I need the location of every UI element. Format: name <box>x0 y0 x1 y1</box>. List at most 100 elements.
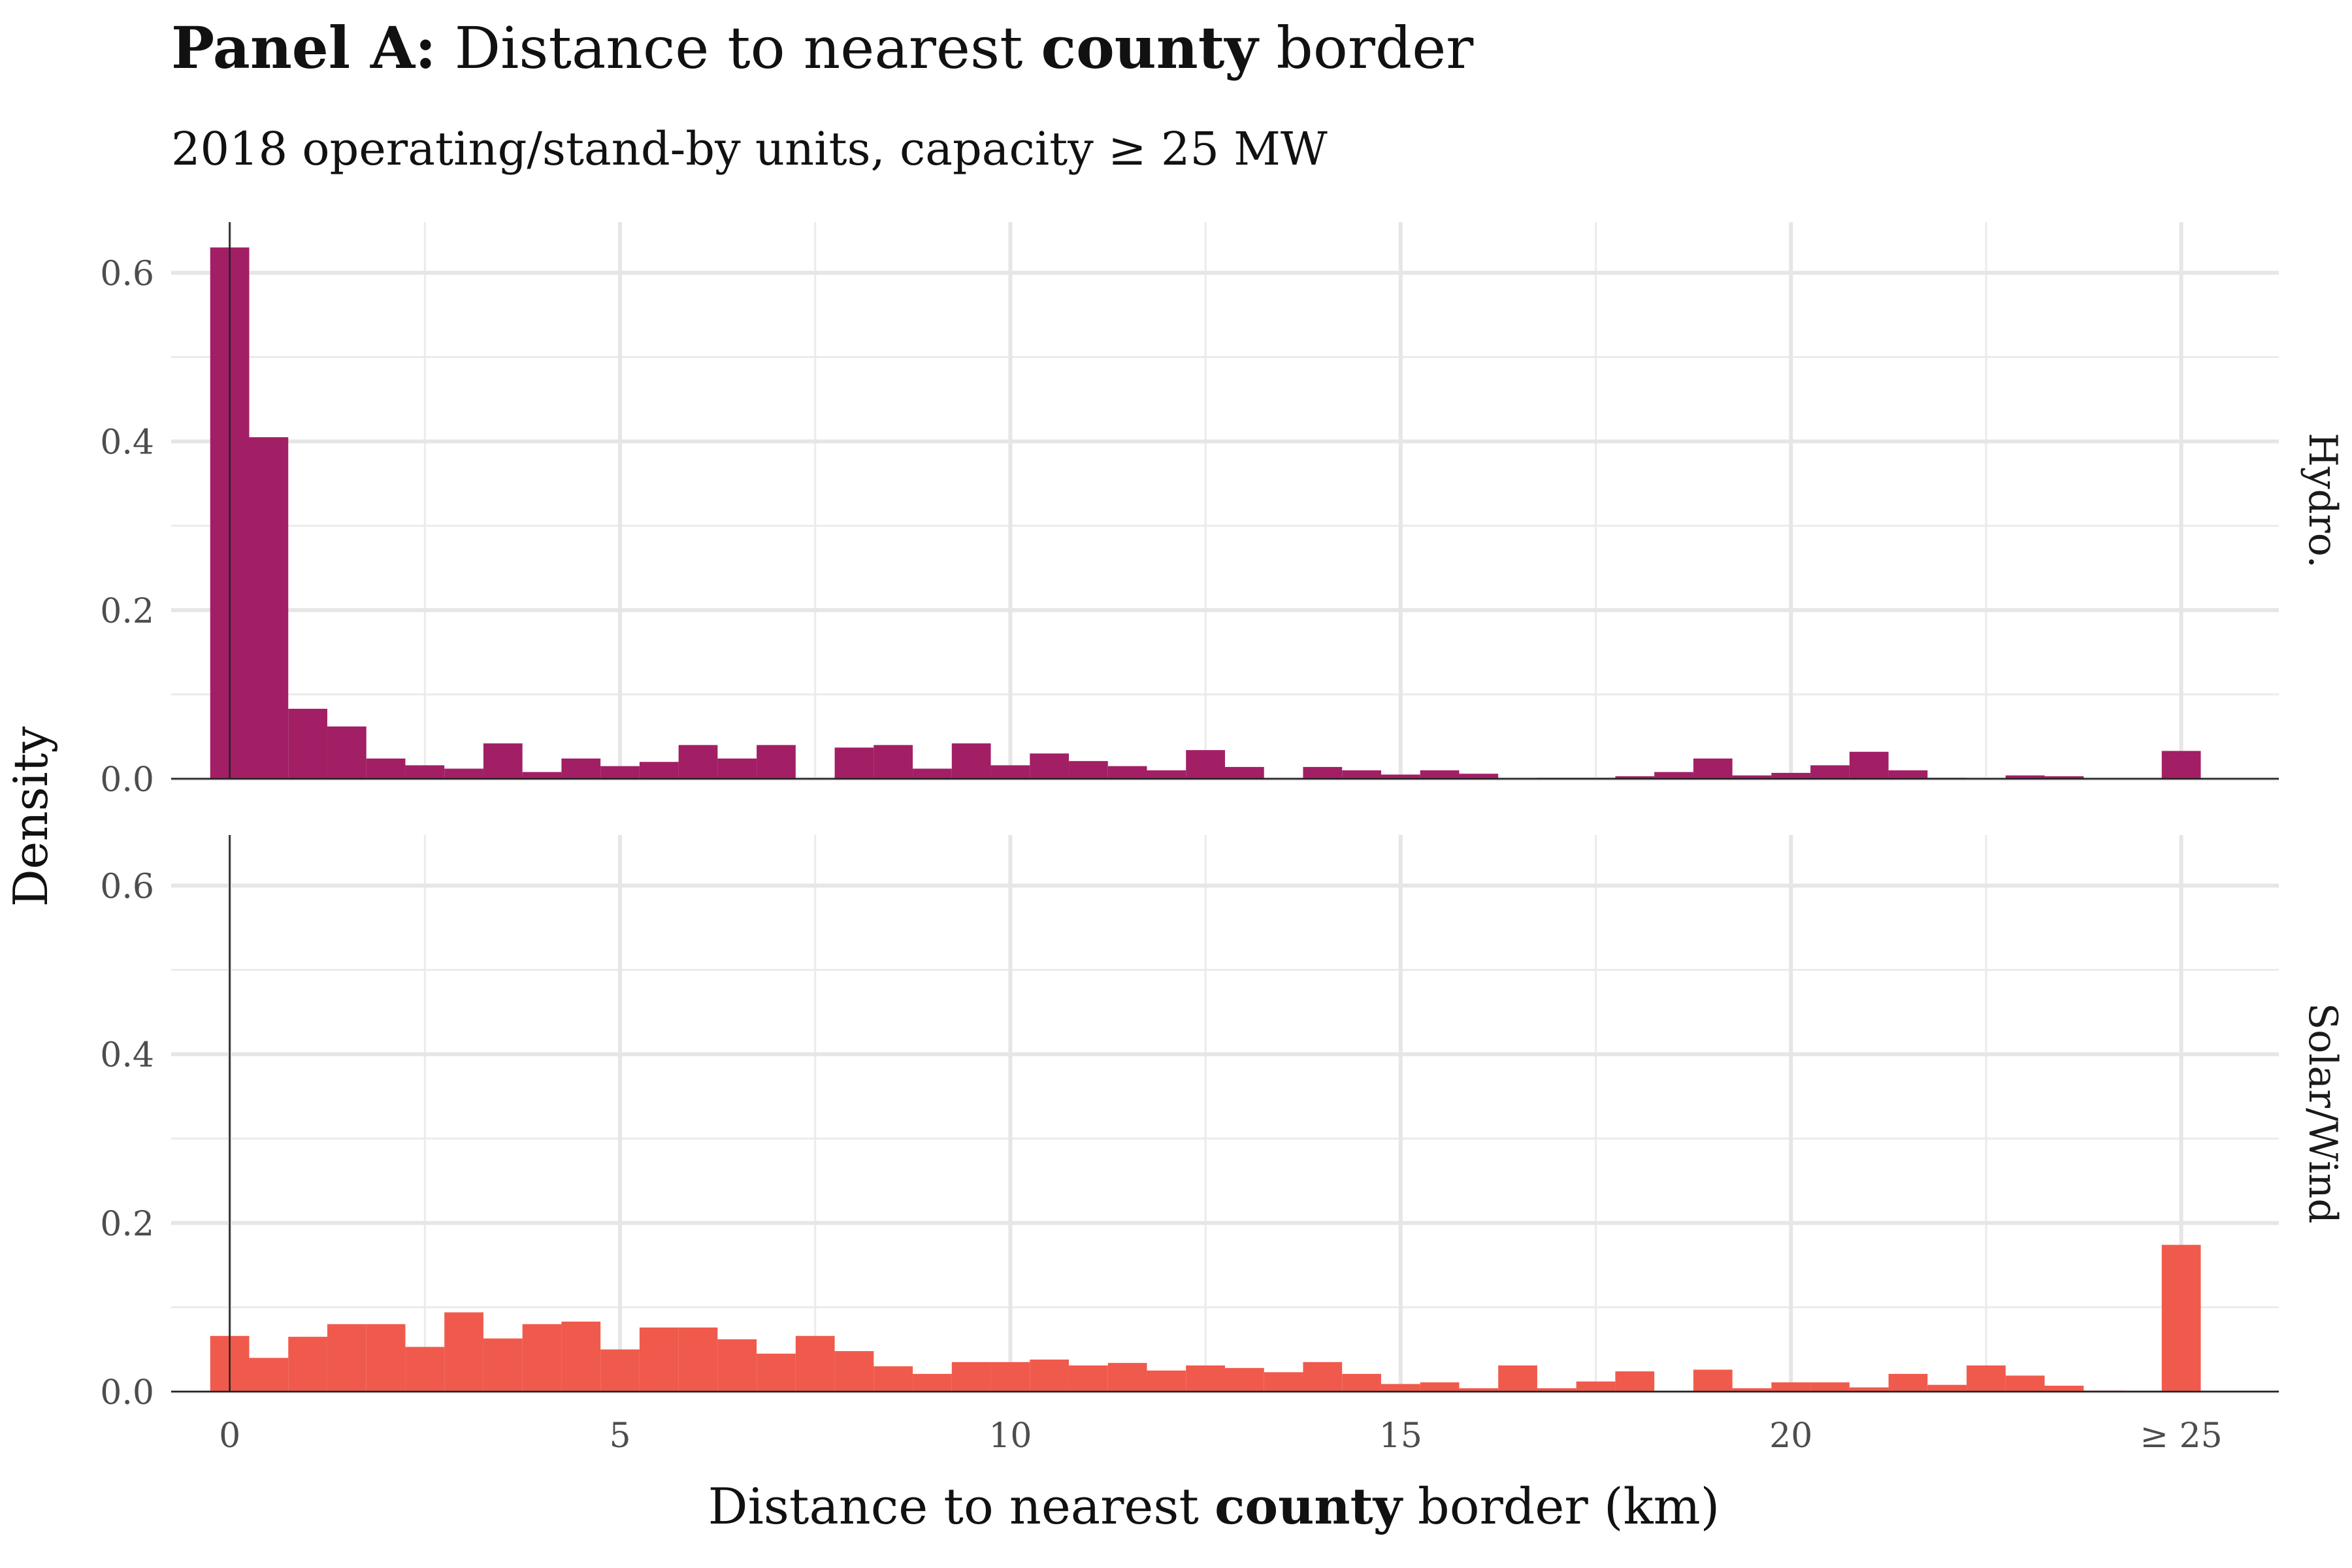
chart-subtitle: 2018 operating/stand-by units, capacity … <box>171 122 1328 176</box>
histogram-bar-hydro <box>405 765 445 779</box>
histogram-bar-hydro <box>327 726 367 779</box>
histogram-bar-solar-wind <box>1615 1371 1655 1392</box>
histogram-bar-solar-wind <box>1107 1363 1147 1392</box>
histogram-bar-hydro <box>1459 774 1499 779</box>
x-tick-label: ≥ 25 <box>2140 1416 2223 1456</box>
histogram-bar-hydro <box>366 759 406 779</box>
histogram-bar-solar-wind <box>717 1339 757 1392</box>
histogram-bar-hydro <box>1888 770 1928 779</box>
histogram-bar-hydro <box>1420 770 1460 779</box>
histogram-bar-solar-wind <box>327 1324 367 1392</box>
title-bold-part: Panel A: <box>171 14 436 82</box>
histogram-bar-hydro <box>444 768 483 779</box>
histogram-bar-solar-wind <box>366 1324 406 1392</box>
histogram-bar-hydro <box>1615 776 1655 779</box>
histogram-bar-solar-wind <box>522 1324 562 1392</box>
histogram-bar-solar-wind <box>1498 1365 1537 1392</box>
histogram-bar-solar-wind <box>1967 1365 2006 1392</box>
histogram-bar-hydro <box>522 772 562 779</box>
histogram-bar-solar-wind <box>1810 1382 1850 1392</box>
y-tick-label-solar-wind: 0.0 <box>100 1373 154 1413</box>
x-tick-label: 20 <box>1769 1416 1812 1456</box>
strip-label-solar-wind: Solar/Wind <box>2300 1003 2345 1224</box>
histogram-bar-solar-wind <box>874 1366 913 1392</box>
histogram-bar-solar-wind <box>913 1373 952 1392</box>
histogram-bar-solar-wind <box>1420 1382 1460 1392</box>
histogram-bar-hydro <box>1849 751 1889 779</box>
histogram-bar-solar-wind <box>1380 1384 1420 1392</box>
histogram-bar-solar-wind <box>1537 1388 1576 1392</box>
histogram-bar-hydro <box>2044 776 2084 779</box>
title-bold-word: county <box>1041 14 1260 82</box>
histogram-bar-solar-wind <box>1030 1359 1070 1392</box>
histogram-bar-solar-wind <box>1147 1370 1186 1392</box>
histogram-bar-hydro <box>1693 759 1733 779</box>
strip-label-hydro: Hydro. <box>2300 433 2345 568</box>
histogram-bar-solar-wind <box>2005 1375 2045 1392</box>
histogram-bar-hydro <box>483 743 523 779</box>
histogram-bar-solar-wind <box>1342 1373 1381 1392</box>
histogram-bar-solar-wind <box>1186 1365 1225 1392</box>
y-tick-label-hydro: 0.0 <box>100 760 154 800</box>
histogram-bar-solar-wind <box>1069 1365 1108 1392</box>
histogram-bar-solar-wind <box>444 1312 483 1392</box>
histogram-bar-hydro <box>288 708 327 779</box>
histogram-bar-hydro <box>1771 772 1811 779</box>
histogram-bar-solar-wind <box>2161 1245 2201 1392</box>
histogram-bar-solar-wind <box>1888 1373 1928 1392</box>
xlabel-part1: Distance to nearest <box>708 1477 1199 1535</box>
histogram-bar-hydro <box>1342 770 1381 779</box>
histogram-bar-solar-wind <box>1225 1367 1264 1392</box>
y-tick-label-hydro: 0.6 <box>100 254 154 293</box>
histogram-bar-solar-wind <box>639 1327 679 1392</box>
histogram-bar-solar-wind <box>1693 1369 1733 1392</box>
histogram-bar-hydro <box>249 437 289 779</box>
title-part2: border <box>1277 14 1475 82</box>
histogram-bar-solar-wind <box>834 1351 874 1392</box>
x-tick-label: 15 <box>1379 1416 1422 1456</box>
y-tick-label-hydro: 0.4 <box>100 423 154 463</box>
title-part1: Distance to nearest <box>455 14 1023 82</box>
histogram-bar-hydro <box>834 747 874 779</box>
histogram-bar-solar-wind <box>795 1335 835 1392</box>
y-tick-label-solar-wind: 0.2 <box>100 1205 154 1244</box>
y-tick-label-solar-wind: 0.6 <box>100 867 154 906</box>
axes-layer <box>171 222 2279 1393</box>
histogram-bar-solar-wind <box>288 1337 327 1392</box>
histogram-bar-hydro <box>561 759 601 779</box>
histogram-bar-solar-wind <box>1849 1387 1889 1392</box>
histogram-bar-solar-wind <box>483 1338 523 1392</box>
histogram-bar-hydro <box>600 766 640 779</box>
histogram-bar-hydro <box>874 745 913 779</box>
histogram-bar-solar-wind <box>757 1353 796 1392</box>
histogram-bar-solar-wind <box>561 1321 601 1392</box>
histogram-bar-hydro <box>913 768 952 779</box>
histogram-bar-solar-wind <box>1459 1388 1499 1392</box>
histogram-bar-solar-wind <box>405 1347 445 1392</box>
histogram-bar-hydro <box>1107 766 1147 779</box>
histogram-bar-hydro <box>1069 760 1108 779</box>
histogram-bar-hydro <box>1225 766 1264 779</box>
histogram-bar-hydro <box>1303 766 1343 779</box>
histogram-bar-solar-wind <box>1771 1382 1811 1392</box>
xlabel-part2: border (km) <box>1418 1477 1720 1535</box>
histogram-bar-solar-wind <box>678 1327 718 1392</box>
histogram-bar-hydro <box>990 765 1030 779</box>
y-axis-title: Density <box>3 727 58 907</box>
histogram-bar-hydro <box>951 743 991 779</box>
histogram-bar-solar-wind <box>2044 1385 2084 1392</box>
histogram-bar-hydro <box>2161 751 2201 779</box>
x-axis-title: Distance to nearest county border (km) <box>708 1477 1720 1535</box>
histogram-bar-hydro <box>2005 775 2045 779</box>
histogram-bar-hydro <box>1380 774 1420 779</box>
x-tick-label: 5 <box>609 1416 630 1456</box>
histogram-bar-hydro <box>639 762 679 779</box>
chart-title: Panel A: Distance to nearest county bord… <box>171 14 1474 82</box>
histogram-bar-hydro <box>1654 772 1693 779</box>
x-tick-label: 0 <box>219 1416 240 1456</box>
histogram-bar-hydro <box>1030 753 1070 779</box>
histogram-bar-solar-wind <box>249 1358 289 1392</box>
histogram-bar-solar-wind <box>600 1349 640 1392</box>
histogram-bar-solar-wind <box>1264 1372 1303 1392</box>
